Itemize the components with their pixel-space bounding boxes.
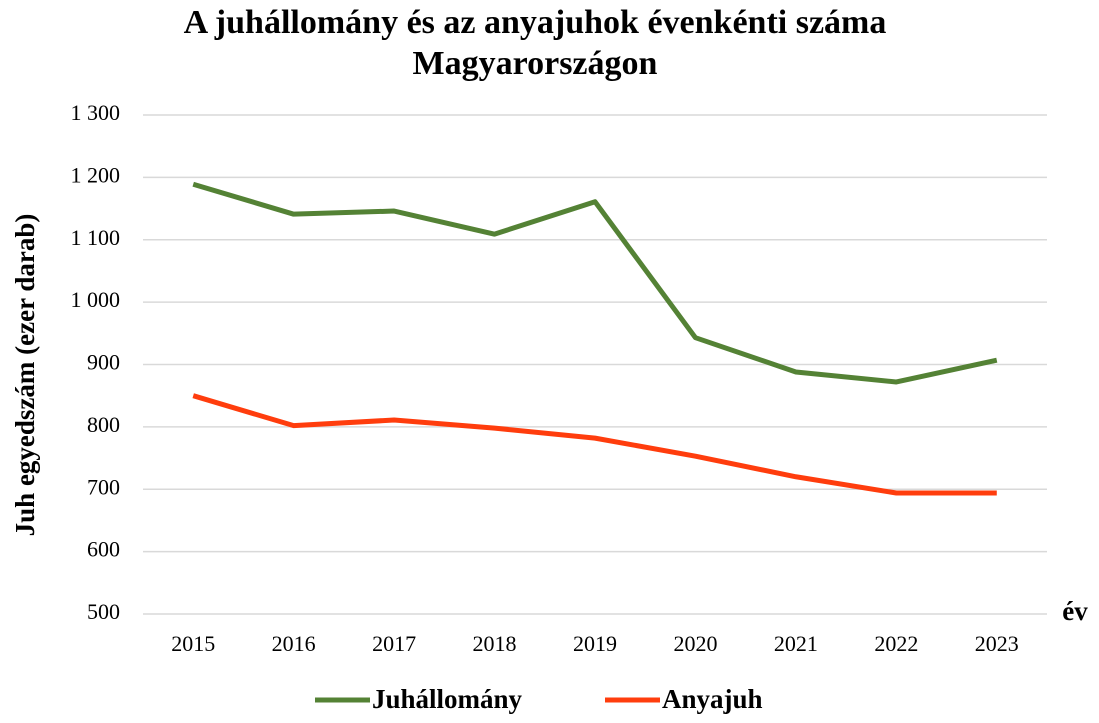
legend-label: Anyajuh [662, 684, 763, 714]
series-line [192, 393, 997, 496]
y-tick-label: 500 [87, 599, 120, 624]
x-tick-label: 2023 [975, 631, 1019, 656]
y-tick-label: 600 [87, 537, 120, 562]
series-line [192, 181, 998, 385]
x-tick-label: 2018 [473, 631, 517, 656]
x-axis-label: év [1062, 596, 1088, 626]
y-tick-label: 900 [87, 350, 120, 375]
y-tick-label: 1 000 [71, 287, 121, 312]
y-tick-label: 700 [87, 474, 120, 499]
x-tick-label: 2021 [774, 631, 818, 656]
x-tick-label: 2020 [673, 631, 717, 656]
y-tick-label: 1 100 [71, 225, 121, 250]
y-axis-label: Juh egyedszám (ezer darab) [10, 214, 40, 537]
legend-label: Juhállomány [372, 684, 523, 714]
y-tick-label: 1 200 [71, 162, 121, 187]
x-tick-label: 2016 [272, 631, 316, 656]
y-tick-label: 1 300 [71, 100, 121, 125]
chart-title: A juhállomány és az anyajuhok évenkénti … [183, 4, 887, 82]
x-tick-label: 2019 [573, 631, 617, 656]
x-tick-label: 2022 [874, 631, 918, 656]
x-tick-label: 2017 [372, 631, 416, 656]
x-tick-label: 2015 [171, 631, 215, 656]
y-tick-label: 800 [87, 412, 120, 437]
